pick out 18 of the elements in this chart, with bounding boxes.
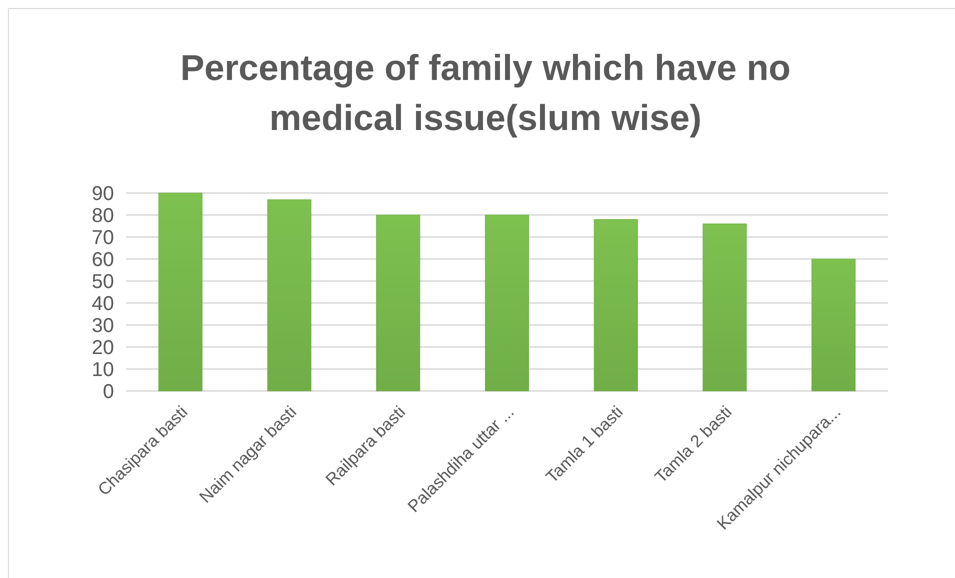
y-tick-label: 40 bbox=[92, 293, 114, 315]
bar bbox=[812, 258, 856, 392]
y-tick-label: 70 bbox=[92, 227, 114, 249]
chart-title: Percentage of family which have no medical issue(slum wise) bbox=[180, 47, 791, 138]
bar bbox=[267, 199, 312, 392]
y-tick-label: 30 bbox=[92, 315, 114, 337]
y-tick-label: 90 bbox=[92, 183, 114, 205]
bar bbox=[376, 214, 420, 392]
bar bbox=[158, 192, 202, 392]
y-tick-label: 20 bbox=[92, 337, 114, 359]
bar bbox=[484, 214, 530, 392]
y-tick-label: 0 bbox=[102, 381, 114, 403]
y-tick-label: 80 bbox=[92, 205, 114, 227]
bar bbox=[594, 219, 638, 392]
y-tick-label: 60 bbox=[92, 249, 114, 271]
bar bbox=[702, 224, 747, 392]
y-tick-label: 50 bbox=[92, 271, 114, 293]
y-tick-label: 10 bbox=[92, 359, 114, 381]
